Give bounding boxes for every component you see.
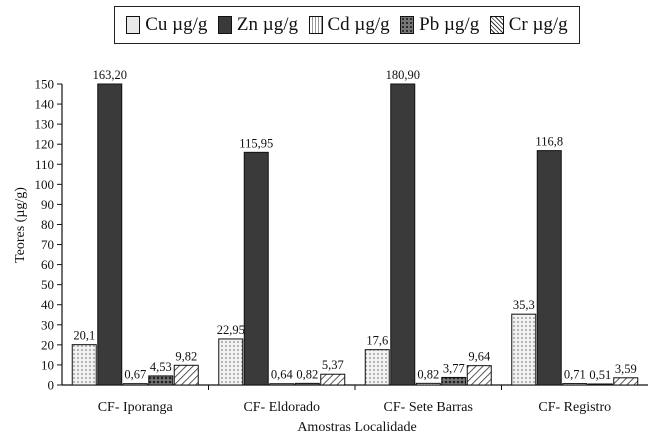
data-label: 0,82 xyxy=(417,367,439,381)
bar xyxy=(511,313,537,386)
bar xyxy=(294,382,320,386)
legend-item-cr: Cr µg/g xyxy=(489,14,568,36)
data-label: 180,90 xyxy=(386,68,420,82)
legend-swatch-zn xyxy=(217,16,232,34)
y-tick-label: 150 xyxy=(35,77,55,92)
legend-swatch-pb xyxy=(400,16,415,34)
y-tick-label: 110 xyxy=(35,157,54,172)
data-label: 0,64 xyxy=(271,368,294,382)
data-label: 0,71 xyxy=(564,368,586,382)
bar xyxy=(613,377,639,386)
data-label: 116,8 xyxy=(535,135,563,149)
y-tick-label: 60 xyxy=(41,257,54,272)
x-tick-label: CF- Registro xyxy=(538,400,611,415)
bar xyxy=(173,364,199,386)
bar xyxy=(536,150,562,386)
y-tick-label: 120 xyxy=(35,137,55,152)
bar xyxy=(415,382,441,386)
y-tick-label: 100 xyxy=(35,177,55,192)
y-tick-label: 140 xyxy=(35,97,55,112)
legend-item-cu: Cu µg/g xyxy=(126,14,207,36)
y-tick-label: 90 xyxy=(41,197,54,212)
data-label: 0,67 xyxy=(124,368,146,382)
legend-label-zn: Zn µg/g xyxy=(236,14,298,35)
x-axis-title: Amostras Localidade xyxy=(297,420,416,435)
y-tick-label: 30 xyxy=(41,317,54,332)
bar xyxy=(364,349,390,386)
data-label: 35,3 xyxy=(513,298,535,312)
data-label: 3,77 xyxy=(443,361,465,375)
y-axis-title: Teores (µg/g) xyxy=(13,187,28,263)
y-tick-label: 0 xyxy=(48,378,55,393)
data-label: 0,82 xyxy=(296,367,318,381)
x-tick-label: CF- Eldorado xyxy=(243,400,320,415)
x-tick-label: CF- Iporanga xyxy=(98,400,174,415)
bar xyxy=(441,376,467,386)
bars xyxy=(71,83,639,386)
bar xyxy=(390,83,416,386)
y-tick-label: 80 xyxy=(41,217,54,232)
bar xyxy=(218,338,244,386)
legend-item-zn: Zn µg/g xyxy=(217,14,298,36)
legend-label-cd: Cd µg/g xyxy=(327,14,390,35)
bar xyxy=(320,373,346,386)
y-tick-label: 130 xyxy=(35,117,55,132)
bar xyxy=(587,383,613,386)
data-label: 4,53 xyxy=(150,360,172,374)
data-label: 3,59 xyxy=(615,362,637,376)
data-label: 163,20 xyxy=(93,68,127,82)
legend-label-cr: Cr µg/g xyxy=(508,14,568,35)
bar xyxy=(562,383,588,386)
y-tick-label: 50 xyxy=(41,277,54,292)
data-label: 9,82 xyxy=(175,349,197,363)
legend: Cu µg/g Zn µg/g Cd µg/g Pb µg/g Cr µg/g xyxy=(114,6,580,44)
legend-swatch-cr xyxy=(489,16,504,34)
bar xyxy=(122,383,148,386)
bar xyxy=(148,375,174,386)
y-tick-label: 70 xyxy=(41,237,54,252)
y-tick-label: 40 xyxy=(41,297,54,312)
legend-item-pb: Pb µg/g xyxy=(400,14,479,36)
legend-label-pb: Pb µg/g xyxy=(419,14,480,35)
y-tick-label: 20 xyxy=(41,337,54,352)
bar xyxy=(71,344,97,386)
data-label: 9,64 xyxy=(468,350,491,364)
bar xyxy=(466,365,492,386)
x-tick-label: CF- Sete Barras xyxy=(384,400,473,415)
y-tick-label: 10 xyxy=(41,357,54,372)
data-label: 5,37 xyxy=(322,358,344,372)
legend-swatch-cu xyxy=(126,16,141,34)
bar xyxy=(97,83,123,386)
data-label: 20,1 xyxy=(73,329,95,343)
data-label: 22,95 xyxy=(217,323,245,337)
data-label: 115,95 xyxy=(239,136,273,150)
legend-item-cd: Cd µg/g xyxy=(308,14,390,36)
legend-label-cu: Cu µg/g xyxy=(145,14,208,35)
legend-swatch-cd xyxy=(308,16,323,34)
data-label: 0,51 xyxy=(589,368,611,382)
bar xyxy=(243,151,269,386)
data-label: 17,6 xyxy=(366,334,388,348)
bar xyxy=(269,383,295,386)
